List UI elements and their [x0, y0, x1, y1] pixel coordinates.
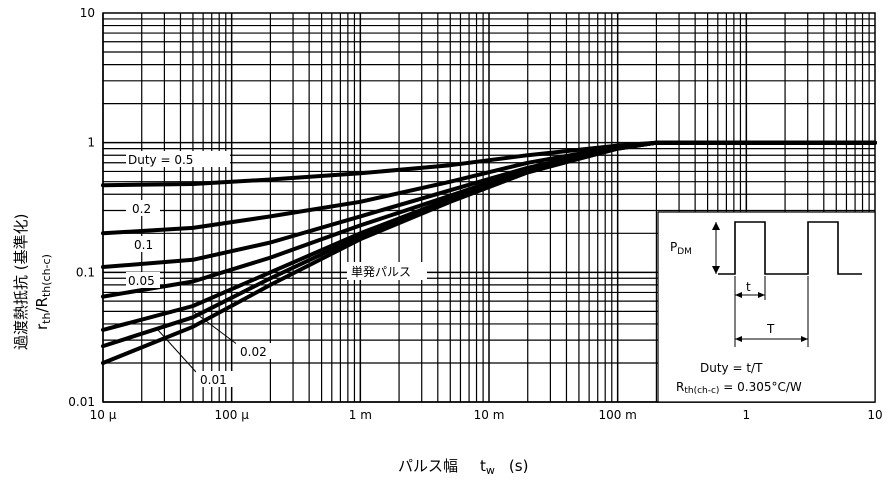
pulse-waveform-inset: PDM t T Duty = t/T Rth(ch-c) = 0.305°C/W — [657, 211, 876, 403]
annotation-duty-0-05: 0.05 — [128, 274, 155, 288]
x-tick-label-3: 10 m — [474, 408, 505, 422]
annotation-duty-0-2: 0.2 — [132, 202, 151, 216]
series-line-6 — [101, 140, 877, 365]
annotation-single-pulse: 単発パルス — [351, 265, 411, 279]
y-tick-label-1: 0.1 — [76, 265, 95, 279]
x-tick-label-0: 10 μ — [90, 408, 117, 422]
y-axis-title: 過渡熱抵抗 (基準化) rth/Rth(ch-c) — [12, 214, 53, 350]
inset-box — [657, 211, 876, 403]
leader-line-0-01 — [157, 329, 197, 373]
leader-line-0-02 — [193, 311, 239, 346]
x-tick-label-1: 100 μ — [214, 408, 249, 422]
annotation-duty-0-1: 0.1 — [134, 238, 153, 252]
y-tick-label-0: 0.01 — [68, 395, 95, 409]
tick-labels: 10 μ 100 μ 1 m 10 m 100 m 1 10 0.01 0.1 1 10 — [68, 6, 882, 422]
t-label: t — [746, 280, 751, 294]
annotation-duty-0-5: Duty = 0.5 — [128, 153, 193, 167]
annotation-duty-0-01: 0.01 — [200, 373, 227, 387]
pdm-label: PDM — [670, 240, 692, 257]
svg-text:過渡熱抵抗 (基準化): 過渡熱抵抗 (基準化) — [12, 214, 30, 350]
x-tick-label-4: 100 m — [598, 408, 636, 422]
x-axis-title: パルス幅 tw (s) — [398, 457, 528, 477]
duty-formula: Duty = t/T — [700, 361, 763, 375]
y-tick-label-3: 10 — [80, 6, 95, 20]
pulse-waveform — [718, 221, 862, 275]
plot-frame — [102, 12, 876, 403]
x-tick-label-5: 1 — [743, 408, 751, 422]
T-label: T — [766, 322, 775, 336]
svg-text:rth/Rth(ch-c): rth/Rth(ch-c) — [33, 254, 53, 330]
curve-annotations: Duty = 0.5 0.2 0.1 0.05 単発パルス 0.02 0.01 — [126, 151, 427, 387]
x-tick-label-6: 10 — [867, 408, 882, 422]
y-tick-label-2: 1 — [87, 136, 95, 150]
series-layer — [101, 140, 877, 365]
x-tick-label-2: 1 m — [349, 408, 372, 422]
rth-value: Rth(ch-c) = 0.305°C/W — [676, 380, 802, 396]
annotation-duty-0-02: 0.02 — [240, 345, 267, 359]
